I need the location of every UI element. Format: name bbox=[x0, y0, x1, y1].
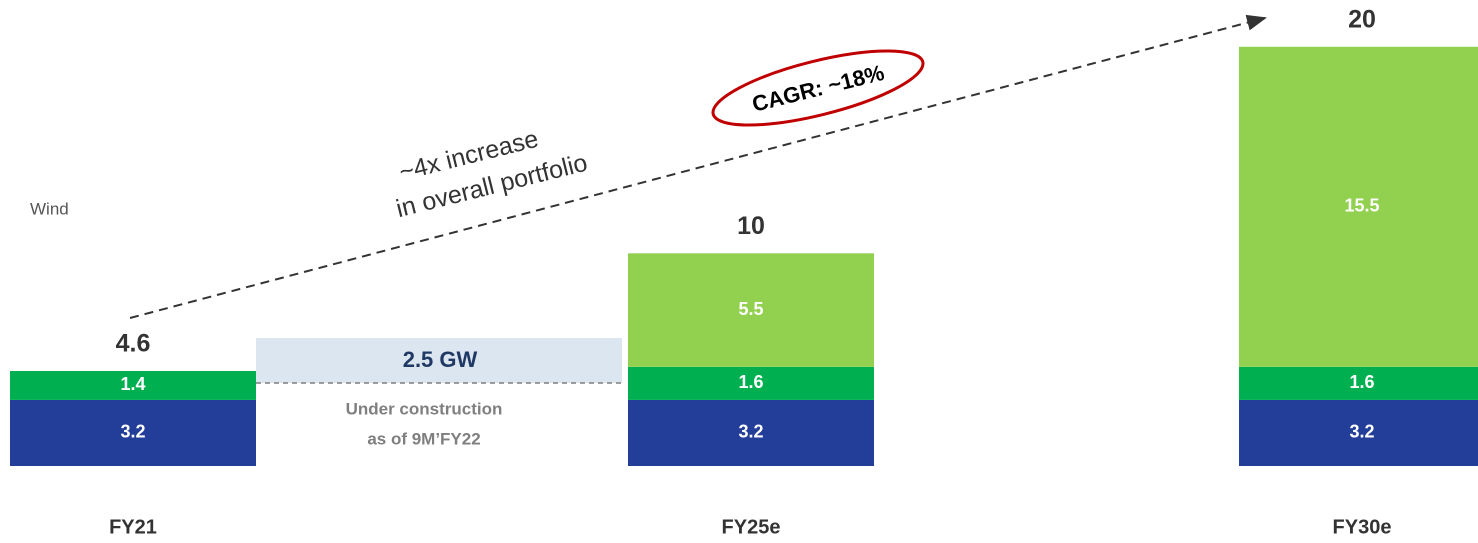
bar-segment bbox=[1239, 366, 1478, 400]
x-tick-label: FY25e bbox=[722, 516, 781, 538]
under-construction-note: Under construction bbox=[346, 399, 503, 418]
x-tick-label: FY21 bbox=[109, 516, 157, 538]
growth-arrow bbox=[129, 14, 1267, 319]
under-construction-box bbox=[256, 338, 622, 383]
value-label: 3.2 bbox=[1349, 422, 1374, 442]
bar-segment bbox=[1239, 399, 1478, 466]
under-construction-note: as of 9M’FY22 bbox=[367, 429, 480, 448]
legend-fragment: Wind bbox=[30, 199, 69, 218]
value-label: 5.5 bbox=[738, 299, 763, 319]
bar-segment bbox=[1239, 46, 1478, 367]
bar-segment bbox=[628, 253, 874, 367]
value-label: 15.5 bbox=[1344, 196, 1379, 216]
bar-segment bbox=[10, 399, 256, 466]
bar-segment bbox=[628, 399, 874, 466]
bar-segment bbox=[10, 371, 256, 400]
value-label: 1.6 bbox=[1349, 372, 1374, 392]
x-tick-label: FY30e bbox=[1333, 516, 1392, 538]
value-label: 3.2 bbox=[738, 422, 763, 442]
bar-segment bbox=[628, 366, 874, 400]
value-label: 1.6 bbox=[738, 372, 763, 392]
total-label: 4.6 bbox=[116, 330, 151, 358]
value-label: 1.4 bbox=[120, 374, 145, 394]
under-construction-label: 2.5 GW bbox=[403, 347, 478, 372]
cagr-ellipse bbox=[711, 49, 925, 127]
total-label: 20 bbox=[1348, 5, 1376, 33]
value-label: 3.2 bbox=[120, 422, 145, 442]
total-label: 10 bbox=[737, 212, 765, 240]
